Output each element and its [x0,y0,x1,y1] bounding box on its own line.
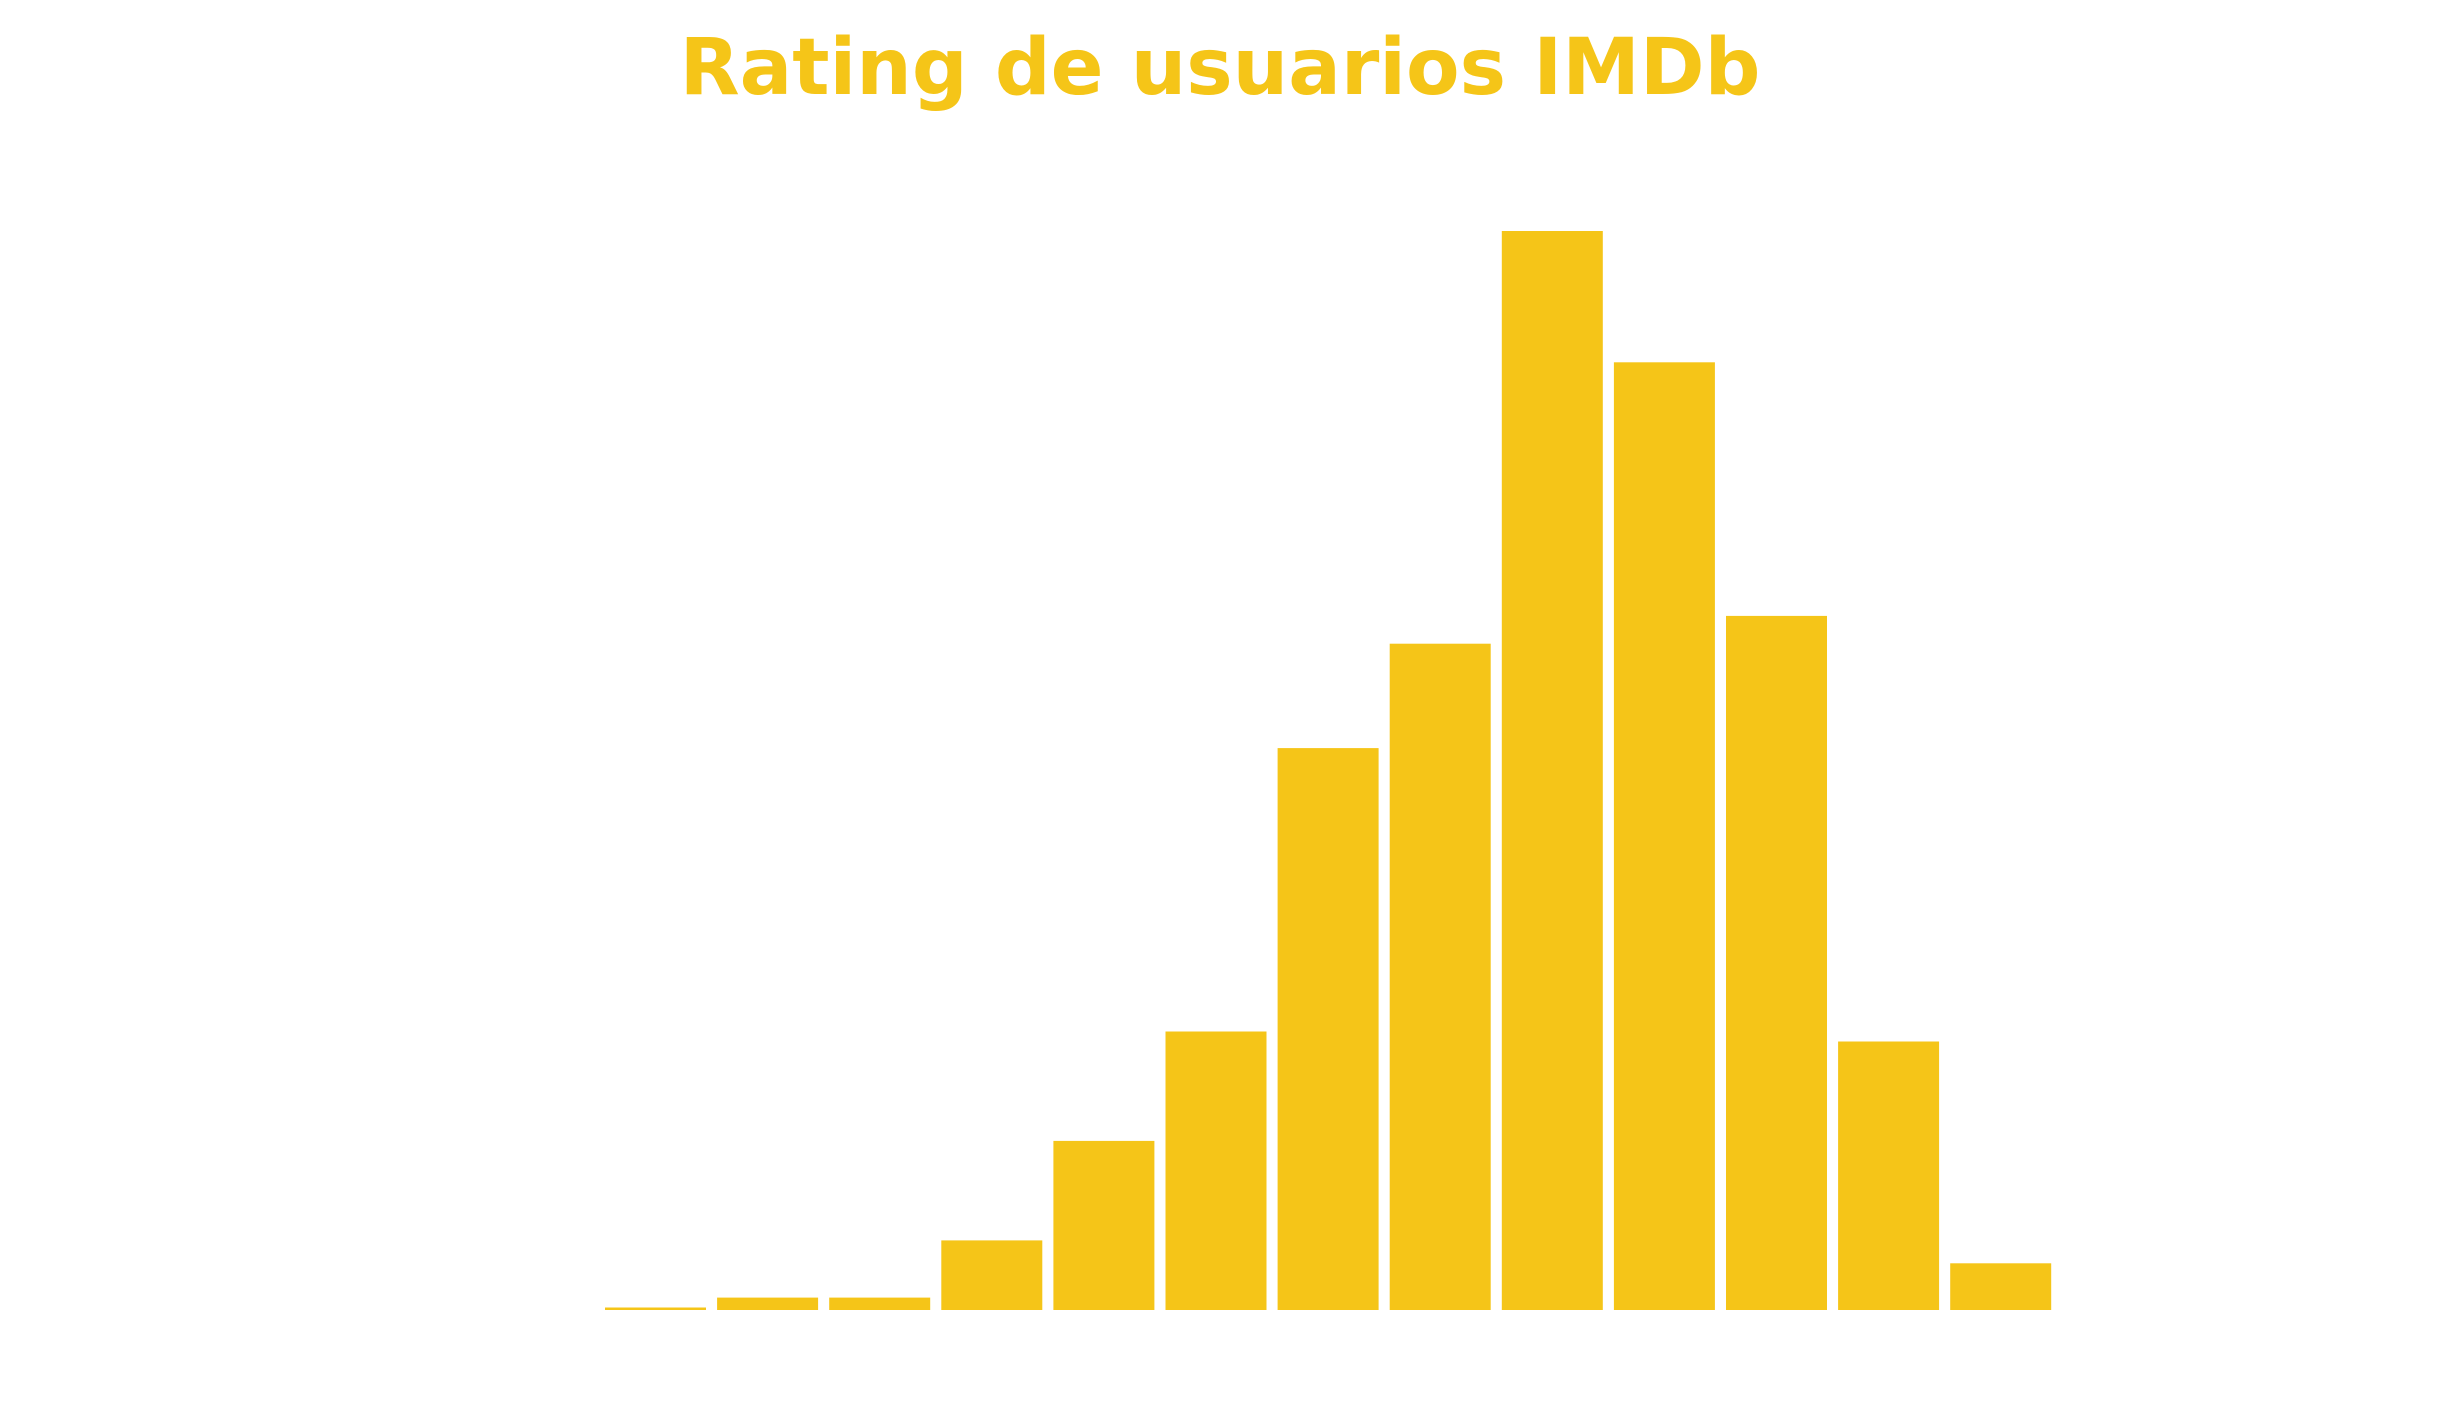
bar-4 [941,1240,1043,1310]
bar-13 [1950,1263,2052,1310]
bar-3 [829,1297,931,1310]
bars-group [605,231,2052,1310]
bar-6 [1165,1031,1267,1310]
bar-1 [605,1307,706,1310]
chart-title: Rating de usuarios IMDb [679,23,1761,113]
bar-11 [1726,615,1827,1310]
bar-9 [1501,231,1603,1310]
bar-8 [1389,643,1491,1310]
bar-10 [1613,362,1715,1310]
bar-12 [1838,1041,1940,1310]
bar-2 [717,1297,819,1310]
bar-7 [1277,748,1379,1310]
bar-5 [1053,1140,1155,1310]
